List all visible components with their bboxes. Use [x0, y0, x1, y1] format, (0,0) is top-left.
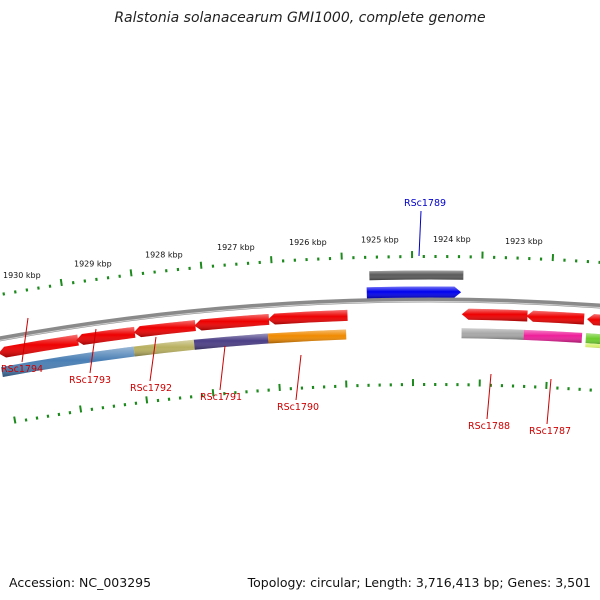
cog-bar-7-secondary-shading: [585, 343, 600, 349]
scale-tick-label: 1929 kbp: [74, 259, 112, 268]
gene-leader-line: [418, 210, 422, 257]
outer-scale-major-tick: [59, 278, 63, 287]
outer-scale-minor-tick: [13, 290, 17, 294]
gene-label-rsc1793[interactable]: RSc1793: [69, 375, 111, 386]
gene-leader-line: [219, 345, 226, 391]
gene-next-shading: [587, 314, 600, 326]
accession-text: Accession: NC_003295: [9, 575, 152, 590]
gene-label-rsc1788[interactable]: RSc1788: [468, 421, 510, 432]
cog-bar-2-shading: [133, 339, 195, 357]
inner-scale-minor-tick: [24, 418, 28, 422]
inner-scale-major-tick: [79, 405, 83, 413]
inner-scale-major-tick: [211, 389, 215, 397]
gene-label-rsc1790[interactable]: RSc1790: [277, 402, 319, 413]
outer-scale-major-tick: [199, 261, 203, 269]
cog-bar-4-shading: [267, 329, 347, 344]
scale-tick-label: 1923 kbp: [505, 237, 543, 246]
gene-rsc1791-shading: [194, 313, 270, 331]
gene-label-rsc1792[interactable]: RSc1792: [130, 383, 172, 394]
scale-tick-label: 1928 kbp: [145, 250, 183, 259]
gene-label-rsc1789[interactable]: RSc1789: [404, 198, 446, 209]
inner-scale-major-tick: [13, 416, 17, 424]
gene-rsc1787-shading: [526, 310, 585, 325]
gene-rsc1789-shading: [366, 286, 462, 299]
gene-label-rsc1791[interactable]: RSc1791: [200, 392, 242, 403]
gene-leader-line: [486, 373, 492, 420]
gene-label-rsc1794[interactable]: RSc1794: [1, 364, 43, 375]
cog-bar-1-shading: [1, 346, 135, 377]
scale-tick-label: 1926 kbp: [289, 238, 327, 247]
forward-cog-bar-shading: [369, 270, 464, 281]
inner-scale-major-tick: [145, 396, 149, 404]
genome-backbone-highlight: [0, 301, 600, 341]
gene-rsc1793-shading: [76, 326, 136, 345]
scale-tick-label: 1924 kbp: [433, 235, 471, 244]
gene-leader-line: [546, 378, 552, 425]
outer-scale-minor-tick: [2, 292, 6, 296]
genome-backbone: [0, 297, 600, 342]
gene-label-rsc1787[interactable]: RSc1787: [529, 426, 571, 437]
gene-leader-line: [149, 336, 157, 382]
gene-rsc1788-shading: [461, 308, 528, 322]
map-title: Ralstonia solanacearum GMI1000, complete…: [114, 10, 486, 26]
inner-scale-minor-tick: [35, 416, 39, 420]
cog-bar-5-shading: [461, 328, 524, 340]
gene-rsc1790-shading: [267, 309, 348, 325]
scale-tick-label: 1925 kbp: [361, 236, 399, 245]
genome-summary-text: Topology: circular; Length: 3,716,413 bp…: [247, 575, 591, 590]
gene-leader-line: [295, 354, 302, 401]
cog-bar-3-shading: [193, 333, 269, 350]
cog-bar-6-shading: [523, 329, 583, 343]
gene-rsc1792-shading: [133, 320, 196, 338]
outer-scale-major-tick: [129, 269, 133, 277]
gene-rsc1794-shading: [0, 334, 79, 358]
gene-leader-line: [21, 317, 29, 363]
scale-tick-label: 1930 kbp: [3, 271, 41, 280]
gene-leader-line: [89, 328, 97, 374]
scale-tick-label: 1927 kbp: [217, 243, 255, 252]
cog-bar-7-shading: [585, 333, 600, 345]
